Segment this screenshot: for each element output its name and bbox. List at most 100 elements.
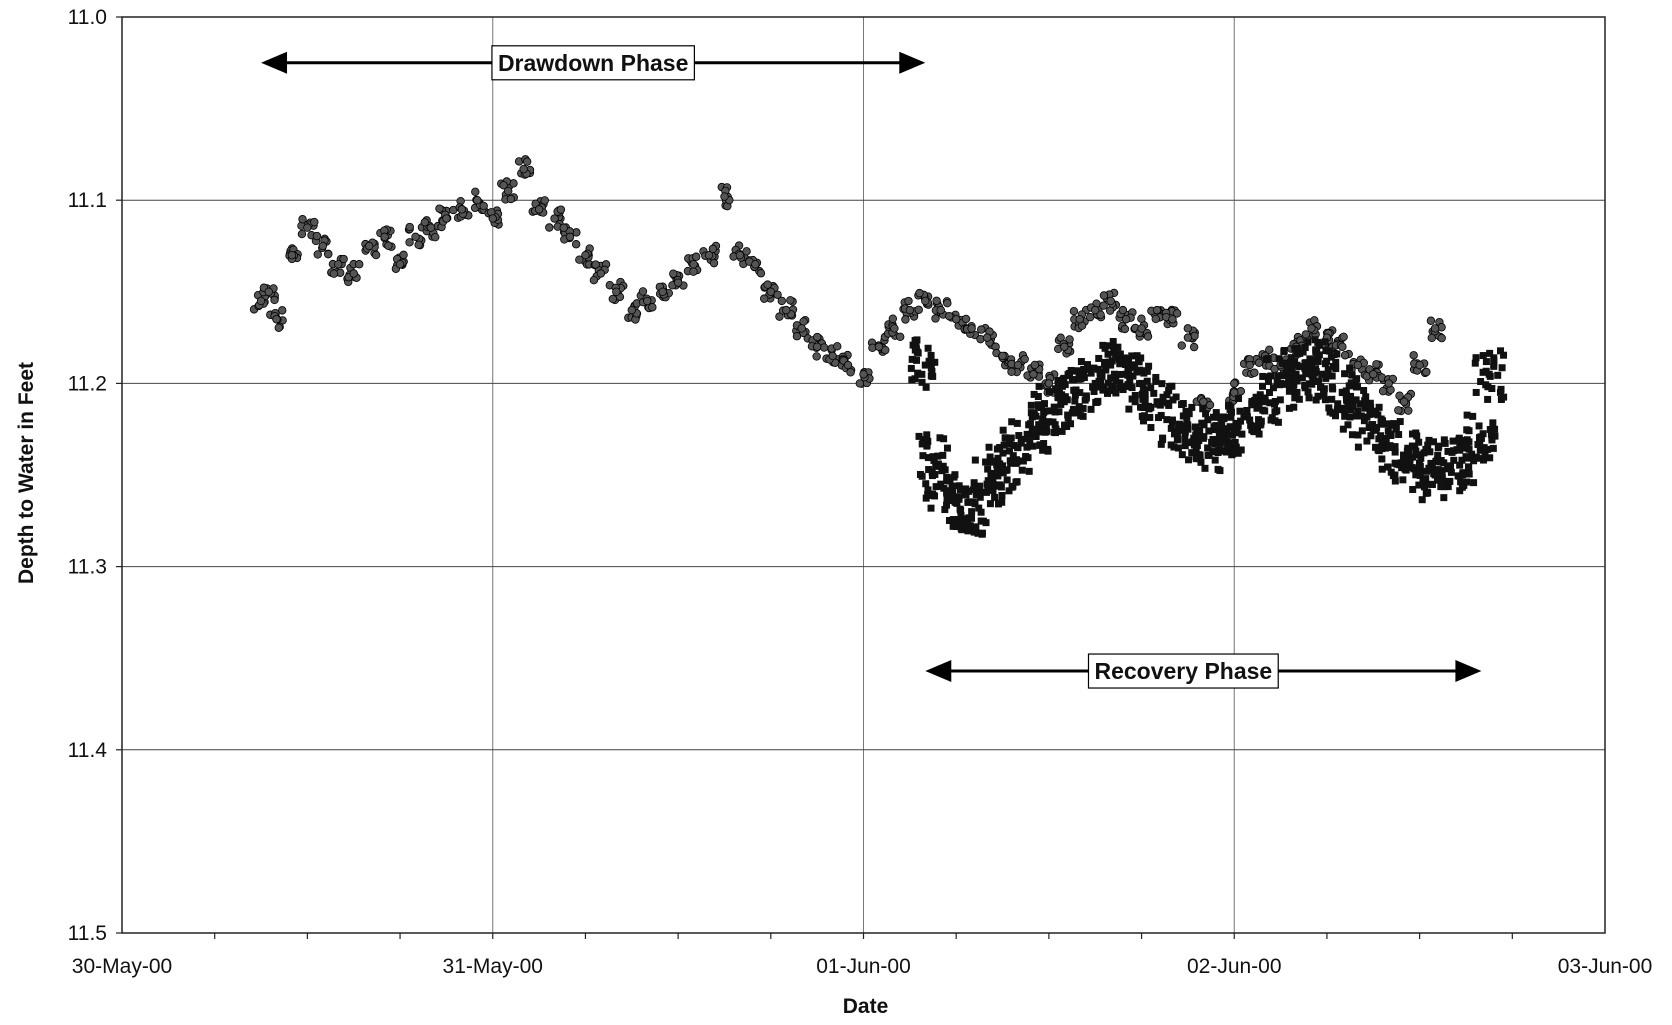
data-point (972, 490, 980, 498)
data-point (1463, 478, 1471, 486)
data-point (1290, 403, 1298, 411)
data-point (1269, 384, 1277, 392)
data-point (969, 486, 977, 494)
data-point (1430, 324, 1440, 333)
data-point (934, 452, 942, 460)
annotation-arrowhead-right (899, 51, 926, 74)
data-point (1301, 364, 1309, 372)
data-point (1479, 352, 1487, 360)
data-point (1209, 435, 1217, 443)
data-point (1500, 351, 1508, 359)
data-point (950, 473, 958, 481)
data-point (1399, 397, 1409, 406)
data-point (1152, 373, 1160, 381)
data-point (1238, 430, 1246, 438)
data-point (1129, 372, 1137, 380)
data-point (1500, 393, 1508, 401)
data-point (1377, 419, 1385, 427)
data-point (952, 498, 960, 506)
data-point (1091, 379, 1099, 387)
data-point (1334, 400, 1342, 408)
data-point (405, 238, 414, 247)
data-point (1401, 460, 1409, 468)
data-point (1484, 395, 1492, 403)
data-point (961, 314, 971, 324)
data-point (1169, 396, 1177, 404)
data-point (1159, 398, 1167, 406)
data-point (405, 222, 414, 232)
data-point (1490, 360, 1498, 368)
data-point (1312, 396, 1320, 404)
x-tick-label: 03-Jun-00 (1558, 955, 1653, 978)
data-point (777, 296, 786, 306)
data-point (1055, 408, 1063, 416)
data-point (256, 296, 266, 306)
data-point (1282, 380, 1290, 388)
data-point (1391, 443, 1399, 451)
data-point (932, 296, 941, 305)
annotation-arrowhead-right (1455, 660, 1482, 683)
x-tick-label: 02-Jun-00 (1187, 955, 1282, 978)
data-point (1408, 442, 1416, 450)
data-point (1295, 363, 1303, 371)
data-point (1089, 383, 1097, 391)
data-point (766, 287, 776, 296)
data-point (1071, 397, 1079, 405)
data-point (735, 250, 745, 260)
data-point (955, 516, 963, 524)
data-point (1277, 379, 1285, 387)
data-point (1489, 444, 1497, 452)
data-point (997, 483, 1005, 491)
data-point (1114, 343, 1122, 351)
data-point (1025, 467, 1033, 475)
data-point (1077, 375, 1085, 383)
data-point (951, 516, 959, 524)
data-point (1123, 382, 1131, 390)
data-point (1141, 391, 1149, 399)
data-point (1343, 397, 1351, 405)
data-point (1146, 404, 1154, 412)
data-point (1070, 376, 1078, 384)
data-point (1259, 406, 1267, 414)
data-point (1477, 434, 1485, 442)
data-point (1044, 379, 1054, 388)
data-point (931, 470, 939, 478)
data-point (1367, 432, 1375, 440)
data-point (1204, 444, 1212, 452)
data-point (1178, 401, 1186, 409)
data-point (987, 469, 995, 477)
data-point (1096, 371, 1104, 379)
data-point (1051, 408, 1059, 416)
data-point (957, 506, 965, 514)
data-point (918, 370, 926, 378)
data-point (1372, 443, 1380, 451)
data-point (324, 249, 333, 259)
data-point (1217, 437, 1225, 445)
data-point (1152, 377, 1160, 385)
data-point (967, 324, 976, 333)
data-point (1018, 466, 1026, 474)
data-point (1474, 440, 1482, 448)
data-point (1400, 453, 1408, 461)
data-point (1465, 470, 1473, 478)
data-point (278, 306, 287, 315)
data-point (1321, 396, 1329, 404)
data-point (1219, 429, 1227, 437)
data-point (1315, 377, 1323, 385)
data-point (1035, 403, 1043, 411)
data-point (1395, 431, 1403, 439)
data-point (431, 232, 440, 242)
data-point (1444, 447, 1452, 455)
data-point (411, 232, 420, 242)
data-point (1026, 420, 1034, 428)
data-point (1266, 399, 1274, 407)
data-point (1118, 305, 1128, 315)
data-point (998, 491, 1006, 499)
data-point (763, 280, 772, 289)
data-point (1399, 476, 1407, 484)
data-point (888, 314, 898, 323)
data-point (1465, 438, 1473, 446)
data-point (1034, 426, 1042, 434)
data-point (1220, 415, 1228, 423)
